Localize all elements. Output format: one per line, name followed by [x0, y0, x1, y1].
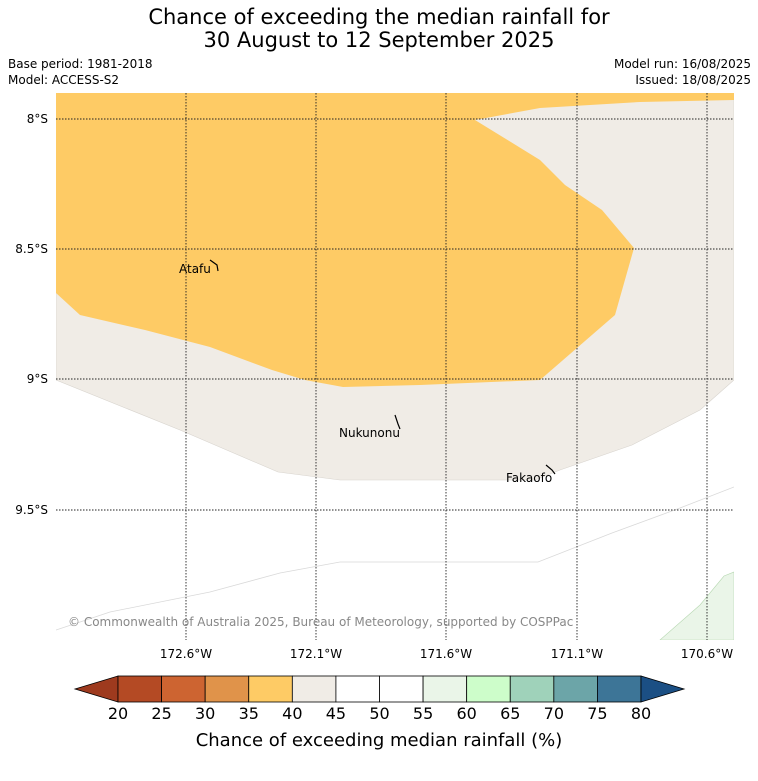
colorbar-tick-label: 65	[500, 704, 521, 723]
contour-line	[56, 486, 734, 631]
copyright-notice: © Commonwealth of Australia 2025, Bureau…	[68, 615, 573, 629]
nukunonu-island	[394, 414, 401, 430]
title-line-2: 30 August to 12 September 2025	[203, 28, 555, 52]
lon-label-172-1w: 172.1°W	[290, 647, 342, 661]
colorbar-tick-label: 60	[456, 704, 477, 723]
colorbar-cell	[553, 675, 598, 703]
colorbar-cell	[509, 675, 555, 703]
colorbar-cell	[291, 675, 337, 703]
colorbar-tick-label: 35	[238, 704, 259, 723]
place-label-nukunonu: Nukunonu	[339, 426, 400, 440]
gridlines	[56, 93, 734, 640]
colorbar-title: Chance of exceeding median rainfall (%)	[195, 730, 563, 751]
band-55-60-region	[659, 571, 734, 640]
lat-label-8-5s: 8.5°S	[15, 242, 48, 256]
colorbar-cell	[597, 675, 642, 703]
colorbar-cell	[117, 675, 162, 703]
colorbar-cell	[466, 675, 511, 703]
colorbar-tick-label: 50	[369, 704, 390, 723]
lat-label-9-5s: 9.5°S	[15, 503, 48, 517]
colorbar-tick-label: 30	[194, 704, 216, 723]
lon-label-172-6w: 172.6°W	[160, 647, 212, 661]
lat-label-9s: 9°S	[27, 372, 48, 386]
fakaofo-island	[545, 464, 556, 475]
model-run: Model run: 16/08/2025	[613, 57, 751, 71]
colorbar-tick-label: 40	[282, 704, 303, 723]
model-name: Model: ACCESS-S2	[8, 73, 120, 87]
colorbar-tick-label: 55	[412, 704, 434, 723]
lat-label-8s: 8°S	[27, 112, 48, 126]
colorbar-tick-label: 20	[107, 704, 129, 723]
place-label-fakaofo: Fakaofo	[506, 471, 552, 485]
lon-label-171-6w: 171.6°W	[420, 647, 472, 661]
base-period: Base period: 1981-2018	[8, 57, 153, 71]
colorbar-cell	[204, 675, 250, 703]
colorbar-tick-label: 45	[325, 704, 347, 723]
atafu-island	[209, 259, 219, 272]
colorbar-cell	[161, 675, 206, 703]
band-35-40-region	[56, 93, 734, 387]
colorbar	[73, 675, 686, 703]
place-label-atafu: Atafu	[179, 262, 211, 276]
colorbar-extend-high	[640, 675, 686, 703]
title-line-1: Chance of exceeding the median rainfall …	[148, 5, 610, 29]
colorbar-tick-label: 25	[151, 704, 172, 723]
colorbar-tick-label: 80	[630, 704, 652, 723]
issued-date: Issued: 18/08/2025	[635, 73, 751, 87]
colorbar-extend-low	[73, 675, 119, 703]
lon-label-170-6w: 170.6°W	[681, 647, 733, 661]
colorbar-tick-label: 70	[543, 704, 565, 723]
colorbar-cell	[335, 675, 380, 703]
colorbar-cell	[248, 675, 293, 703]
lon-label-171-1w: 171.1°W	[551, 647, 603, 661]
colorbar-cell	[422, 675, 468, 703]
colorbar-cell	[379, 675, 424, 703]
colorbar-tick-label: 75	[587, 704, 608, 723]
